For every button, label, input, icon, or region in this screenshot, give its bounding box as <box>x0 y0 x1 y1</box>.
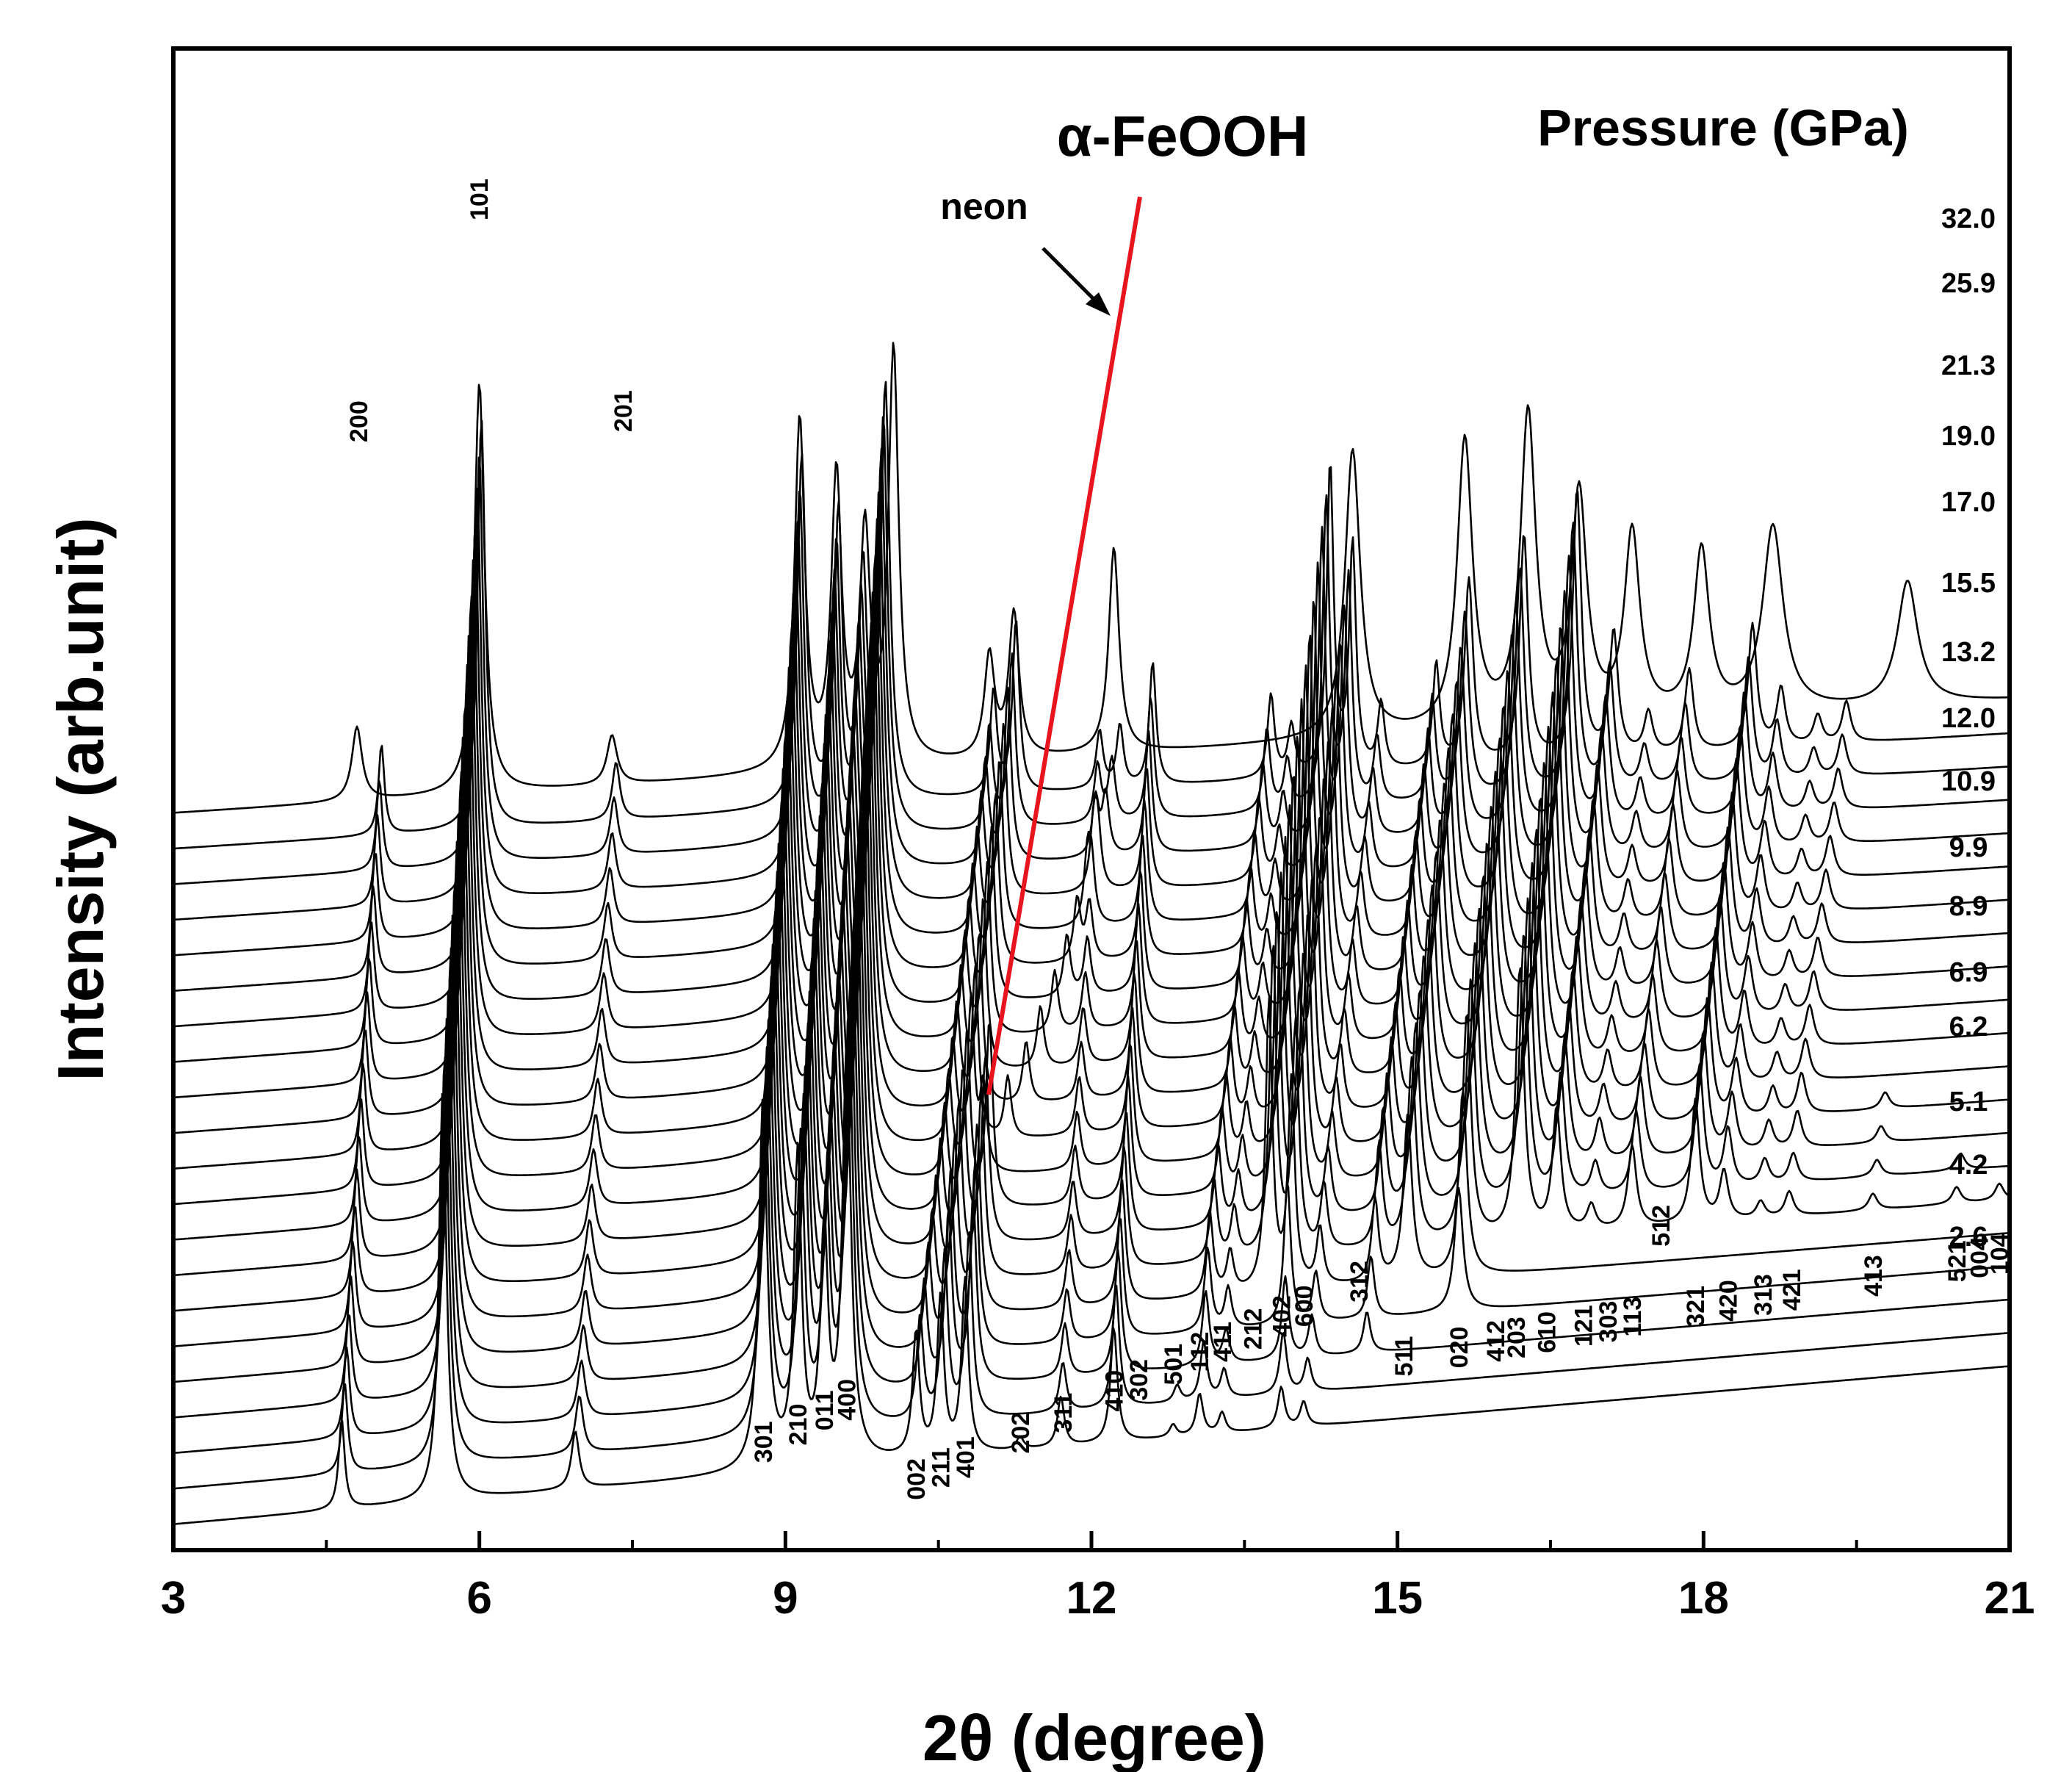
hkl-label: 313 <box>1750 1274 1777 1316</box>
hkl-label: 002 <box>903 1458 931 1500</box>
neon-trend-layer <box>986 196 1142 1095</box>
pressure-label: 32.0 <box>1941 204 1996 234</box>
pattern-line-6 <box>173 868 2010 1347</box>
pressure-label: 25.9 <box>1941 268 1996 299</box>
chart-title: α-FeOOH <box>1057 104 1309 168</box>
y-axis-title: Intensity (arb.unit) <box>44 517 117 1081</box>
hkl-label: 321 <box>1682 1286 1710 1328</box>
pattern-line-9 <box>173 767 2010 1241</box>
x-axis-title: 2θ (degree) <box>923 1701 1266 1772</box>
pressure-labels-layer: 32.0 25.9 21.3 19.0 17.0 15.5 13.2 12.0 10.9 9.9 8… <box>1941 204 1996 1253</box>
pattern-line-3 <box>173 970 2010 1455</box>
patterns-layer <box>173 342 2010 1525</box>
x-tick-label: 21 <box>1985 1573 2035 1624</box>
pressure-label: 6.2 <box>1949 1012 1988 1042</box>
pressure-label: 2.6 <box>1949 1222 1988 1253</box>
x-tick-label: 3 <box>161 1573 186 1624</box>
hkl-label: 410 <box>1101 1370 1129 1412</box>
neon-trend-line <box>986 196 1142 1095</box>
hkl-label: 420 <box>1715 1280 1743 1322</box>
hkl-label: 401 <box>952 1436 980 1478</box>
hkl-label: 412 <box>1482 1320 1510 1362</box>
neon-arrow <box>1042 247 1111 316</box>
pattern-line-18 <box>173 447 2010 921</box>
hkl-label: 212 <box>1239 1308 1267 1350</box>
hkl-label: 511 <box>1390 1336 1418 1377</box>
x-ticks-layer: 3 6 9 12 15 18 21 <box>161 1531 2035 1624</box>
hkl-label: 020 <box>1445 1327 1473 1369</box>
hkl-label: 303 <box>1595 1301 1622 1343</box>
hkl-label: 312 <box>1346 1261 1373 1303</box>
hkl-label: 004 <box>1965 1236 1993 1278</box>
hkl-label: 311 <box>1050 1393 1077 1433</box>
hkl-label: 600 <box>1291 1285 1318 1327</box>
neon-label: neon <box>940 186 1028 227</box>
hkl-label: 400 <box>834 1379 862 1421</box>
hkl-label: 610 <box>1533 1311 1561 1353</box>
pattern-line-14 <box>173 591 2010 1063</box>
hkl-label: 421 <box>1778 1269 1806 1311</box>
pressure-label: 6.9 <box>1949 957 1988 988</box>
pattern-line-12 <box>173 662 2010 1134</box>
pattern-line-13 <box>173 622 2010 1099</box>
pressure-label: 13.2 <box>1941 637 1996 668</box>
legend-title: Pressure (GPa) <box>1537 99 1909 156</box>
pattern-line-4 <box>173 943 2010 1419</box>
hkl-label: 411 <box>1209 1322 1237 1362</box>
pressure-label: 10.9 <box>1941 766 1996 797</box>
pattern-line-5 <box>173 901 2010 1383</box>
hkl-label: 011 <box>811 1390 839 1430</box>
x-tick-label: 15 <box>1372 1573 1423 1624</box>
hkl-label: 301 <box>750 1421 778 1463</box>
hkl-label: 402 <box>1268 1295 1296 1337</box>
hkl-label: 202 <box>1007 1412 1035 1454</box>
hkl-label: 101 <box>466 179 494 220</box>
pattern-line-20 <box>173 381 2010 850</box>
pattern-line-10 <box>173 727 2010 1206</box>
x-tick-label: 6 <box>466 1573 491 1624</box>
pressure-label: 12.0 <box>1941 703 1996 734</box>
hkl-label: 104 <box>1986 1233 2014 1275</box>
pressure-label: 21.3 <box>1941 350 1996 381</box>
hkl-label: 521 <box>1943 1241 1971 1283</box>
pressure-label: 19.0 <box>1941 421 1996 452</box>
x-tick-label: 18 <box>1678 1573 1729 1624</box>
pattern-line-1 <box>173 1042 2010 1525</box>
pattern-line-15 <box>173 554 2010 1028</box>
hkl-label: 112 <box>1186 1332 1214 1372</box>
hkl-label: 210 <box>784 1404 812 1446</box>
pattern-line-2 <box>173 1008 2010 1490</box>
pressure-label: 5.1 <box>1949 1087 1988 1117</box>
pressure-label: 8.9 <box>1949 891 1988 922</box>
hkl-label: 121 <box>1570 1305 1598 1347</box>
x-tick-label: 12 <box>1066 1573 1117 1624</box>
pattern-line-11 <box>173 692 2010 1170</box>
hkl-label: 113 <box>1619 1297 1647 1337</box>
pattern-line-21 <box>173 342 2010 814</box>
x-tick-label: 9 <box>773 1573 798 1624</box>
pressure-label: 15.5 <box>1941 568 1996 599</box>
pressure-label: 17.0 <box>1941 487 1996 518</box>
hkl-label: 211 <box>927 1447 955 1488</box>
pressure-label: 9.9 <box>1949 832 1988 863</box>
pattern-line-7 <box>173 835 2010 1312</box>
hkl-label: 413 <box>1860 1255 1888 1297</box>
hkl-label: 200 <box>345 400 373 442</box>
hkl-label: 512 <box>1647 1205 1675 1247</box>
hkl-label: 302 <box>1125 1359 1153 1401</box>
hkl-label: 501 <box>1160 1344 1188 1386</box>
hkl-label: 201 <box>610 390 638 432</box>
pressure-label: 4.2 <box>1949 1150 1988 1181</box>
hkl-label: 203 <box>1503 1317 1531 1358</box>
